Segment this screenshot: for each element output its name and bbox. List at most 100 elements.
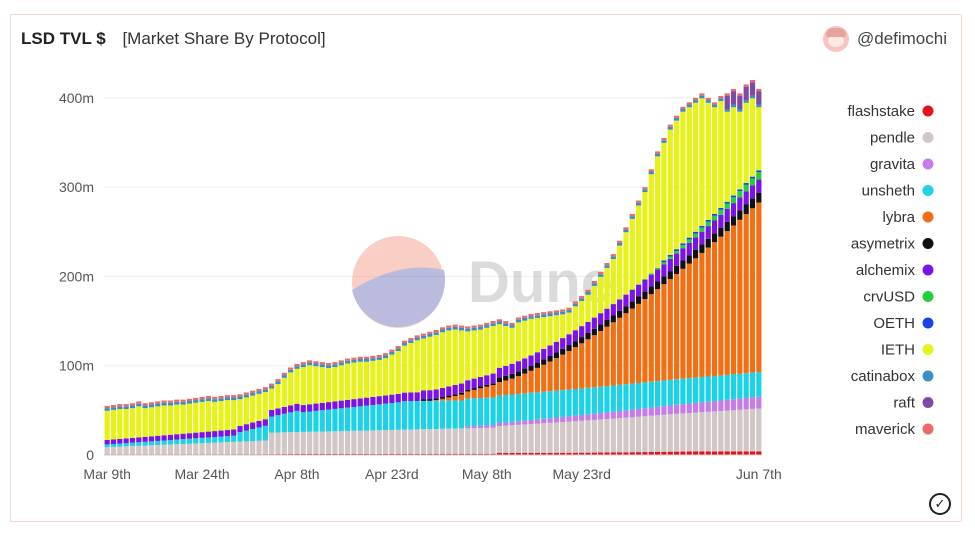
bar-segment-maverick[interactable] — [414, 335, 420, 338]
bar-segment-unsheth[interactable] — [161, 440, 167, 445]
bar-segment-gravita[interactable] — [692, 402, 699, 413]
bar-segment-oeth[interactable] — [737, 189, 743, 192]
bar-segment-alchemix[interactable] — [522, 358, 528, 369]
bar-segment-leth[interactable] — [515, 322, 522, 362]
bar-segment-asymetrix[interactable] — [433, 398, 439, 401]
bar-segment-maverick[interactable] — [509, 322, 515, 326]
bar-segment-catinabox[interactable] — [515, 319, 522, 323]
bar-segment-flashstake[interactable] — [477, 453, 484, 455]
bar-segment-raft[interactable] — [756, 91, 762, 105]
bar-segment-pendle[interactable] — [655, 415, 661, 452]
bar-segment-alchemix[interactable] — [503, 365, 509, 376]
bar-segment-maverick[interactable] — [155, 401, 161, 404]
bar-segment-unsheth[interactable] — [250, 428, 256, 442]
bar-segment-leth[interactable] — [591, 285, 597, 318]
bar-segment-lybra[interactable] — [547, 361, 553, 392]
bar-segment-unsheth[interactable] — [648, 381, 654, 408]
bar-segment-maverick[interactable] — [294, 363, 300, 367]
bar-segment-alchemix[interactable] — [636, 284, 642, 297]
bar-segment-leth[interactable] — [724, 111, 730, 202]
bar-segment-leth[interactable] — [680, 111, 686, 244]
bar-segment-asymetrix[interactable] — [528, 365, 534, 371]
bar-segment-flashstake[interactable] — [363, 453, 370, 455]
bar-segment-unsheth[interactable] — [218, 436, 224, 443]
bar-segment-pendle[interactable] — [313, 431, 319, 454]
bar-segment-leth[interactable] — [275, 384, 281, 409]
bar-segment-leth[interactable] — [636, 205, 642, 285]
bar-segment-lybra[interactable] — [724, 231, 730, 375]
bar-segment-unsheth[interactable] — [553, 390, 559, 418]
bar-segment-gravita[interactable] — [642, 408, 648, 417]
legend-item-alchemix[interactable]: alchemix — [856, 262, 934, 279]
bar-segment-leth[interactable] — [167, 405, 174, 435]
bar-segment-leth[interactable] — [623, 232, 629, 295]
bar-segment-unsheth[interactable] — [338, 408, 344, 432]
bar-segment-pendle[interactable] — [129, 446, 136, 455]
bar-segment-leth[interactable] — [598, 276, 604, 314]
bar-segment-alchemix[interactable] — [414, 392, 420, 401]
bar-segment-lybra[interactable] — [471, 389, 477, 399]
bar-segment-pendle[interactable] — [610, 418, 616, 453]
bar-segment-oeth[interactable] — [743, 183, 749, 185]
bar-segment-lybra[interactable] — [623, 313, 629, 385]
bar-segment-asymetrix[interactable] — [477, 386, 484, 389]
bar-segment-catinabox[interactable] — [110, 407, 117, 410]
bar-segment-alchemix[interactable] — [496, 367, 503, 378]
bar-segment-flashstake[interactable] — [560, 452, 566, 455]
bar-segment-unsheth[interactable] — [433, 400, 439, 429]
bar-segment-crvusd[interactable] — [680, 245, 686, 249]
bar-segment-pendle[interactable] — [193, 443, 199, 455]
bar-segment-maverick[interactable] — [193, 397, 199, 401]
bar-segment-flashstake[interactable] — [401, 453, 408, 455]
bar-segment-alchemix[interactable] — [351, 399, 357, 407]
bar-segment-flashstake[interactable] — [642, 452, 648, 455]
bar-segment-leth[interactable] — [313, 366, 319, 404]
bar-segment-flashstake[interactable] — [389, 453, 395, 455]
bar-segment-flashstake[interactable] — [357, 453, 363, 455]
bar-segment-gravita[interactable] — [623, 410, 629, 418]
legend-item-leth[interactable]: IETH — [881, 342, 934, 359]
bar-segment-maverick[interactable] — [446, 325, 452, 328]
bar-segment-unsheth[interactable] — [351, 406, 357, 431]
bar-segment-leth[interactable] — [699, 98, 705, 226]
bar-segment-catinabox[interactable] — [243, 394, 249, 398]
bar-segment-catinabox[interactable] — [155, 403, 161, 407]
bar-segment-flashstake[interactable] — [446, 453, 452, 455]
bar-segment-lybra[interactable] — [522, 373, 528, 394]
bar-segment-flashstake[interactable] — [743, 451, 749, 455]
bar-segment-lybra[interactable] — [636, 303, 642, 384]
bar-segment-catinabox[interactable] — [142, 405, 148, 409]
bar-segment-catinabox[interactable] — [186, 400, 193, 404]
bar-segment-unsheth[interactable] — [458, 400, 465, 429]
bar-segment-maverick[interactable] — [300, 362, 306, 365]
bar-segment-pendle[interactable] — [636, 416, 642, 453]
bar-segment-leth[interactable] — [629, 218, 635, 290]
bar-segment-pendle[interactable] — [496, 425, 503, 453]
bar-segment-alchemix[interactable] — [338, 400, 344, 409]
bar-segment-catinabox[interactable] — [319, 364, 325, 368]
bar-segment-catinabox[interactable] — [756, 104, 762, 108]
bar-segment-leth[interactable] — [737, 111, 743, 190]
bar-segment-catinabox[interactable] — [376, 357, 382, 360]
bar-segment-unsheth[interactable] — [110, 444, 117, 447]
bar-segment-maverick[interactable] — [743, 84, 749, 87]
bar-segment-pendle[interactable] — [288, 432, 294, 455]
bar-segment-crvusd[interactable] — [756, 172, 762, 180]
bar-segment-catinabox[interactable] — [326, 365, 332, 368]
bar-segment-maverick[interactable] — [117, 404, 123, 407]
bar-segment-leth[interactable] — [547, 316, 553, 346]
bar-segment-maverick[interactable] — [686, 102, 692, 105]
bar-segment-lybra[interactable] — [591, 335, 597, 388]
bar-segment-asymetrix[interactable] — [730, 216, 737, 226]
bar-segment-flashstake[interactable] — [307, 453, 313, 455]
bar-segment-catinabox[interactable] — [161, 402, 167, 406]
bar-segment-pendle[interactable] — [104, 447, 110, 455]
bar-segment-crvusd[interactable] — [699, 227, 705, 232]
bar-segment-catinabox[interactable] — [427, 334, 433, 337]
bar-segment-maverick[interactable] — [534, 313, 540, 316]
bar-segment-leth[interactable] — [617, 245, 623, 300]
bar-segment-maverick[interactable] — [420, 333, 427, 336]
bar-segment-leth[interactable] — [743, 102, 749, 184]
bar-segment-unsheth[interactable] — [655, 381, 661, 407]
bar-segment-gravita[interactable] — [730, 399, 737, 411]
